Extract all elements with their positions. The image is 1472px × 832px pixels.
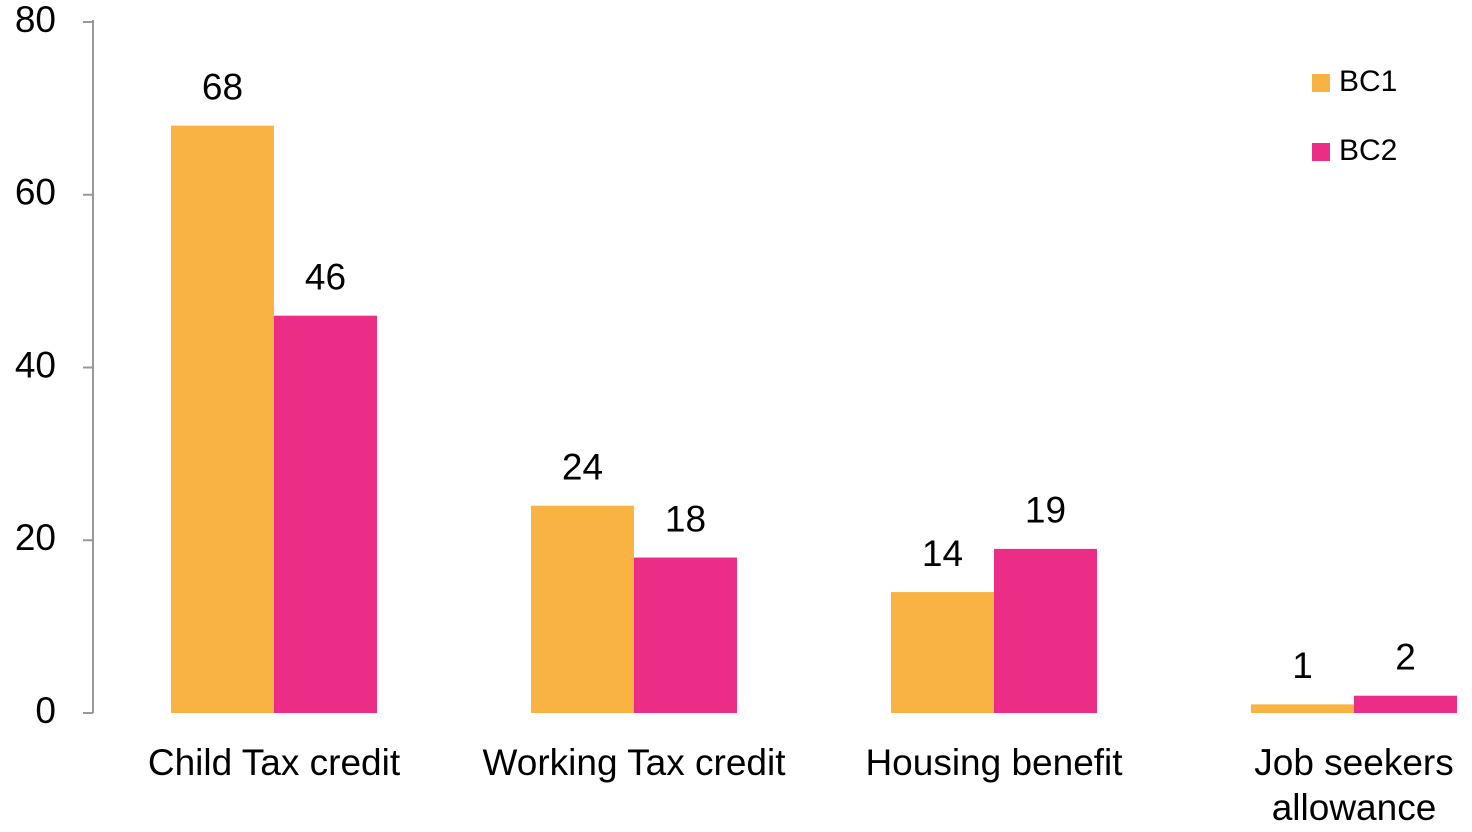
bar bbox=[171, 125, 274, 713]
x-tick-label: Housing benefit bbox=[865, 742, 1123, 783]
bar bbox=[634, 557, 737, 713]
x-tick-label: Job seekers allowance bbox=[1254, 742, 1454, 828]
bar bbox=[1354, 695, 1457, 713]
value-label: 24 bbox=[562, 446, 603, 487]
value-label: 14 bbox=[922, 533, 963, 574]
y-tick-label: 60 bbox=[15, 172, 56, 213]
value-label: 19 bbox=[1025, 490, 1066, 531]
bar bbox=[994, 548, 1097, 713]
value-label: 68 bbox=[202, 66, 243, 107]
x-tick-label: Child Tax credit bbox=[148, 742, 401, 783]
legend-swatch bbox=[1312, 143, 1330, 161]
legend-label: BC2 bbox=[1339, 134, 1397, 167]
y-tick-label: 20 bbox=[15, 517, 56, 558]
value-label: 18 bbox=[665, 498, 706, 539]
value-label: 1 bbox=[1292, 645, 1313, 686]
y-tick-label: 80 bbox=[15, 0, 56, 40]
y-tick-label: 40 bbox=[15, 344, 56, 385]
bar bbox=[531, 505, 634, 713]
x-tick-label: Working Tax credit bbox=[483, 742, 787, 783]
y-tick-label: 0 bbox=[35, 690, 56, 731]
value-label: 46 bbox=[305, 256, 346, 297]
value-label: 2 bbox=[1395, 637, 1416, 678]
legend-swatch bbox=[1312, 74, 1330, 92]
bar bbox=[274, 315, 377, 713]
bar bbox=[891, 592, 994, 713]
legend-label: BC1 bbox=[1339, 65, 1397, 98]
bar bbox=[1251, 704, 1354, 713]
